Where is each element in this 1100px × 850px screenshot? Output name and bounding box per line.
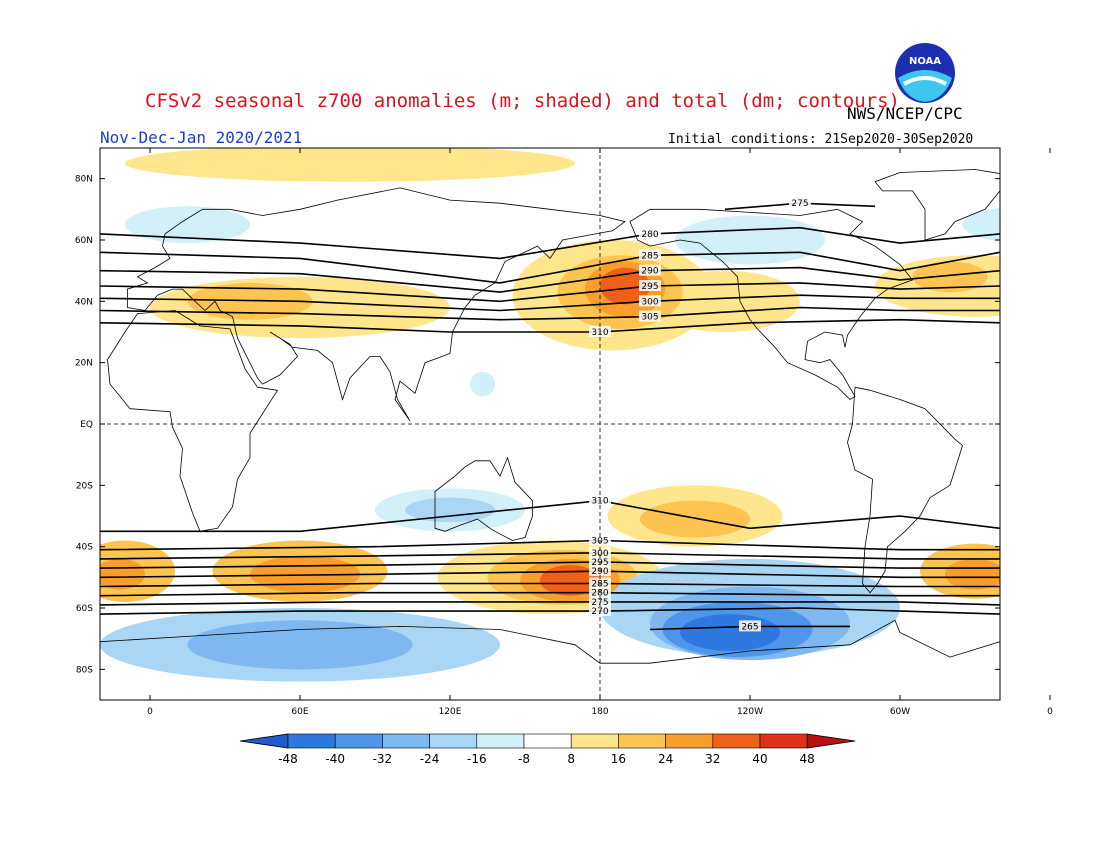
noaa-logo-wave bbox=[898, 70, 952, 102]
lat-tick-label: 60S bbox=[76, 604, 93, 614]
colorbar-high-arrow bbox=[806, 733, 856, 749]
colorbar-tick-label: 24 bbox=[658, 752, 673, 766]
anomaly-region bbox=[100, 558, 145, 590]
contour-label: 290 bbox=[641, 267, 658, 277]
colorbar-tick-label: -40 bbox=[325, 752, 345, 766]
contour-label-bg bbox=[639, 295, 661, 307]
colorbar-tick-label: 8 bbox=[567, 752, 575, 766]
coastline-australia bbox=[434, 456, 533, 541]
anomaly-region bbox=[470, 371, 495, 397]
anomaly-region bbox=[640, 500, 750, 538]
colorbar-swatch bbox=[429, 733, 478, 749]
contour-label: 305 bbox=[641, 313, 658, 323]
colorbar-tick-label: -48 bbox=[278, 752, 298, 766]
anomaly-region bbox=[945, 558, 1000, 590]
anomaly-region bbox=[962, 207, 1000, 242]
chart-title: CFSv2 seasonal z700 anomalies (m; shaded… bbox=[145, 90, 900, 112]
contour-label: 280 bbox=[641, 230, 658, 240]
anomaly-region bbox=[912, 261, 988, 293]
contour-label-bg bbox=[639, 227, 661, 239]
contour-line bbox=[100, 499, 1000, 533]
anomaly-region bbox=[405, 497, 495, 523]
contour-label-bg bbox=[589, 595, 611, 607]
colorbar-tick-label: -8 bbox=[518, 752, 530, 766]
contour-label-bg bbox=[639, 264, 661, 276]
lat-tick-label: 60N bbox=[75, 236, 93, 246]
anomaly-shading bbox=[100, 148, 1000, 682]
noaa-logo-gull bbox=[903, 76, 947, 86]
reference-lines bbox=[100, 148, 1000, 700]
noaa-logo-text: NOAA bbox=[908, 56, 942, 67]
lon-tick-label: 120W bbox=[737, 707, 763, 717]
coastline-greenland bbox=[874, 169, 1000, 241]
lat-tick-label: EQ bbox=[80, 420, 93, 430]
contour-label: 285 bbox=[641, 251, 658, 261]
coastline-africa bbox=[107, 310, 279, 532]
contour-label: 295 bbox=[641, 282, 658, 292]
anomaly-region bbox=[675, 215, 825, 265]
colorbar-swatch bbox=[759, 733, 808, 749]
colorbar-tick-label: 40 bbox=[752, 752, 767, 766]
contour-label: 290 bbox=[591, 567, 608, 577]
lat-tick-label: 20S bbox=[76, 481, 93, 491]
colorbar: -48 -40 -32 -24 -16 -8 8 16 24 32 40 48 bbox=[239, 733, 856, 766]
lat-tick-label: 40N bbox=[75, 297, 93, 307]
colorbar-swatch bbox=[618, 733, 666, 749]
contour-label-bg bbox=[739, 620, 761, 632]
coastline-antarctica bbox=[100, 619, 1000, 700]
lat-tick-label: 40S bbox=[76, 543, 93, 553]
anomaly-region bbox=[125, 206, 250, 244]
colorbar-tick-label: -16 bbox=[467, 752, 487, 766]
contour-label: 300 bbox=[591, 549, 608, 559]
lon-tick-label: 180 bbox=[591, 707, 608, 717]
contour-label: 280 bbox=[591, 589, 608, 599]
colorbar-swatch bbox=[287, 733, 336, 749]
anomaly-region bbox=[187, 620, 413, 670]
lon-tick-label: 60E bbox=[291, 707, 308, 717]
noaa-logo bbox=[894, 42, 956, 104]
colorbar-swatch bbox=[570, 733, 619, 749]
colorbar-swatch bbox=[665, 733, 714, 749]
anomaly-region bbox=[540, 565, 600, 596]
colorbar-tick-label: -32 bbox=[373, 752, 393, 766]
colorbar-tick-label: 48 bbox=[800, 752, 815, 766]
contour-label-bg bbox=[639, 310, 661, 322]
lon-tick-label: 0 bbox=[1047, 707, 1053, 717]
lon-tick-label: 60W bbox=[890, 707, 910, 717]
anomaly-region bbox=[680, 614, 780, 651]
colorbar-swatch bbox=[712, 733, 761, 749]
initial-conditions-label: Initial conditions: 21Sep2020-30Sep2020 bbox=[668, 132, 974, 147]
colorbar-tick-label: 16 bbox=[611, 752, 626, 766]
colorbar-swatch bbox=[382, 733, 430, 749]
contour-label-bg bbox=[639, 280, 661, 291]
colorbar-swatch bbox=[476, 733, 525, 749]
lon-tick-label: 0 bbox=[147, 707, 153, 717]
contour-label: 300 bbox=[641, 297, 658, 307]
contour-label: 275 bbox=[791, 199, 808, 209]
lon-tick-label: 120E bbox=[439, 707, 462, 717]
contour-label: 275 bbox=[591, 598, 608, 608]
organization-label: NWS/NCEP/CPC bbox=[847, 104, 963, 123]
colorbar-swatch bbox=[334, 733, 383, 749]
contour-label-bg bbox=[589, 546, 611, 558]
colorbar-low-arrow bbox=[239, 733, 289, 749]
colorbar-tick-label: -24 bbox=[420, 752, 440, 766]
coastline-eurasia bbox=[127, 187, 626, 422]
colorbar-swatch bbox=[523, 733, 572, 749]
contour-label-bg bbox=[639, 249, 661, 261]
colorbar-tick-label: 32 bbox=[705, 752, 720, 766]
contour-label-bg bbox=[789, 197, 811, 209]
lat-tick-label: 20N bbox=[75, 359, 93, 369]
axis-labels: 80N 60N 40N 20N EQ 20S 40S 60S 80S 0 60E 120E 180 120… bbox=[75, 148, 1053, 717]
lat-tick-label: 80S bbox=[76, 665, 93, 675]
season-label: Nov-Dec-Jan 2020/2021 bbox=[100, 128, 303, 147]
anomaly-region bbox=[125, 148, 575, 182]
lat-tick-label: 80N bbox=[75, 175, 93, 185]
contour-label: 265 bbox=[741, 622, 758, 632]
